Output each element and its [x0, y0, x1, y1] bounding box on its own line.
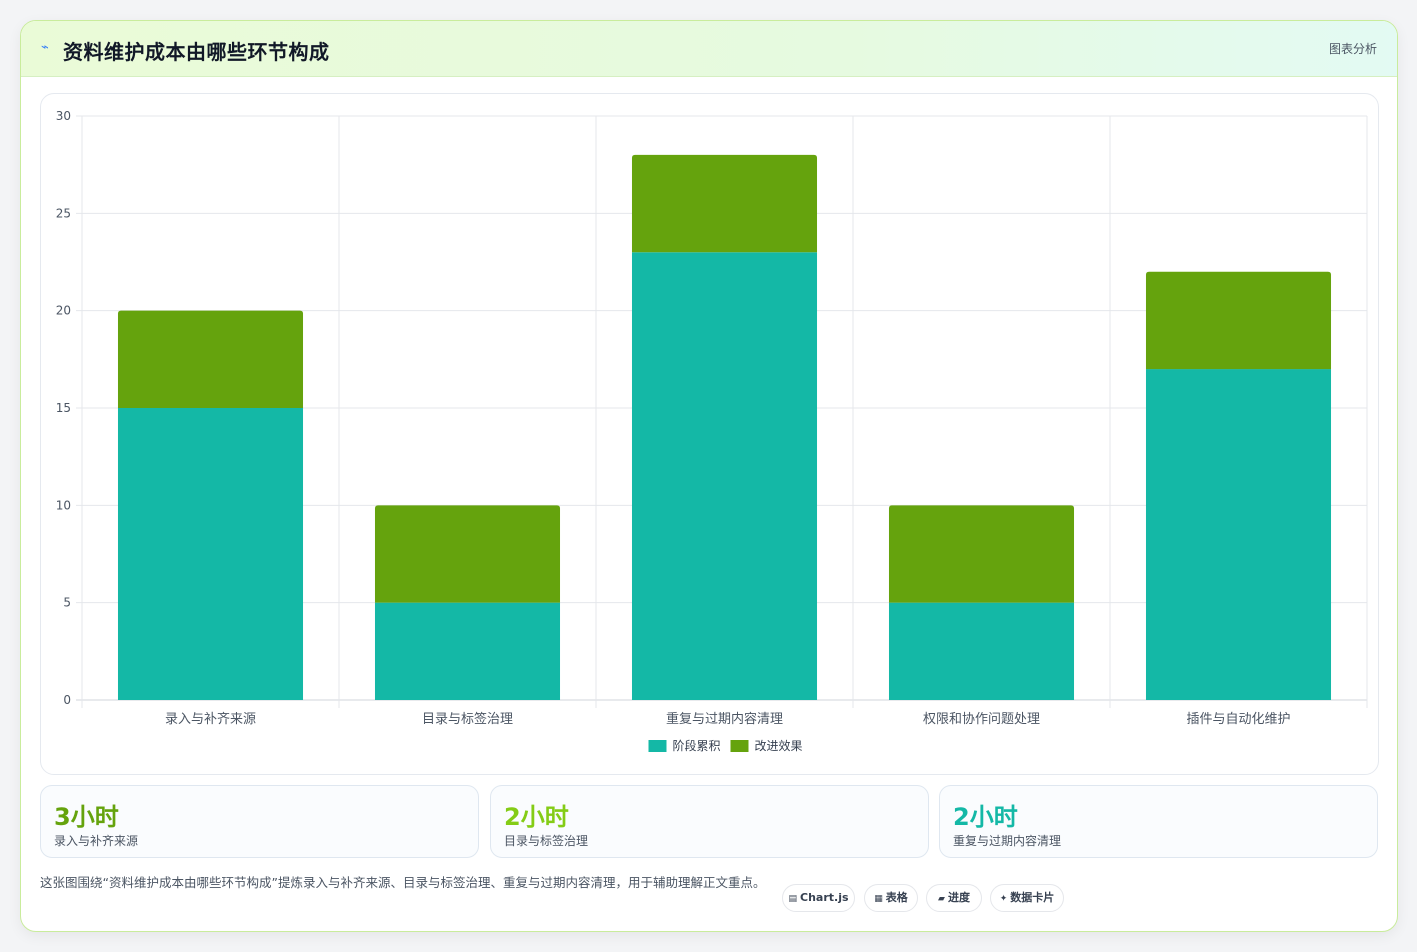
chip-label: 表格 — [885, 891, 908, 904]
stat-value: 2小时 — [953, 803, 1018, 831]
chip-label: 数据卡片 — [1010, 891, 1055, 904]
x-tick-label: 录入与补齐来源 — [165, 711, 256, 727]
y-tick-label: 25 — [56, 206, 71, 220]
chip-data-card[interactable]: ✦ 数据卡片 — [990, 884, 1064, 912]
stat-label: 重复与过期内容清理 — [953, 834, 1062, 848]
chip-label: 进度 — [947, 891, 970, 904]
chart-description: 这张图围绕“资料维护成本由哪些环节构成”提炼录入与补齐来源、目录与标签治理、重复… — [40, 875, 766, 890]
stat-card-2: 2小时 目录与标签治理 — [490, 785, 929, 858]
bolt-icon: ⌁ — [41, 40, 49, 55]
stat-card-3: 2小时 重复与过期内容清理 — [939, 785, 1378, 858]
chip-progress[interactable]: ▰ 进度 — [926, 884, 982, 912]
y-tick-label: 5 — [63, 596, 71, 610]
y-tick-label: 10 — [56, 498, 71, 512]
legend-swatch — [730, 740, 749, 752]
bar-segment — [631, 252, 818, 700]
chip-table[interactable]: ▦ 表格 — [864, 884, 918, 912]
stat-value: 2小时 — [504, 803, 569, 831]
legend-label: 改进效果 — [755, 738, 803, 753]
chart-title: 资料维护成本由哪些环节构成 — [63, 40, 330, 64]
legend-label: 阶段累积 — [673, 738, 721, 753]
bar-segment — [1145, 369, 1332, 700]
card-header: ⌁ 资料维护成本由哪些环节构成 图表分析 — [21, 21, 1397, 77]
y-tick-label: 30 — [56, 109, 71, 123]
table-icon: ▦ — [874, 894, 883, 904]
bar-segment — [374, 602, 561, 700]
bar-segment — [888, 505, 1075, 603]
x-tick-label: 重复与过期内容清理 — [666, 711, 783, 727]
bar-segment — [631, 154, 818, 253]
stat-label: 目录与标签治理 — [504, 834, 589, 848]
bar-segment — [117, 408, 304, 700]
x-tick-label: 权限和协作问题处理 — [923, 711, 1040, 727]
stat-label: 录入与补齐来源 — [54, 834, 139, 848]
chart-panel: 0 5 10 15 20 25 30 录入与补齐来源 目录与标签治理 重复与过期内容清理 权限和协作… — [40, 93, 1379, 775]
stacked-bar-chart: 0 5 10 15 20 25 30 录入与补齐来源 目录与标签治理 重复与过期内容清理 权限和协作… — [56, 109, 1368, 753]
chip-label: Chart.js — [800, 891, 849, 904]
stat-value: 3小时 — [54, 803, 119, 831]
bar-segment — [1145, 271, 1332, 370]
chart-type-tag: 图表分析 — [1328, 42, 1377, 56]
y-tick-label: 0 — [63, 693, 71, 707]
chip-chartjs[interactable]: ▤ Chart.js — [782, 884, 855, 912]
x-tick-label: 插件与自动化维护 — [1186, 712, 1290, 727]
bar-segment — [117, 310, 304, 408]
chart-icon: ▤ — [788, 894, 797, 904]
y-tick-label: 15 — [56, 401, 71, 415]
stat-card-1: 3小时 录入与补齐来源 — [40, 785, 479, 858]
bar-segment — [888, 602, 1075, 700]
chart-card: ⌁ 资料维护成本由哪些环节构成 图表分析 0 5 10 15 20 25 30 录入与补齐来源… — [20, 20, 1398, 932]
x-tick-label: 目录与标签治理 — [422, 711, 513, 727]
bar-segment — [374, 505, 561, 603]
progress-icon: ▰ — [938, 894, 945, 904]
legend-swatch — [648, 740, 667, 752]
y-tick-label: 20 — [56, 304, 71, 318]
sparkle-icon: ✦ — [999, 894, 1008, 904]
